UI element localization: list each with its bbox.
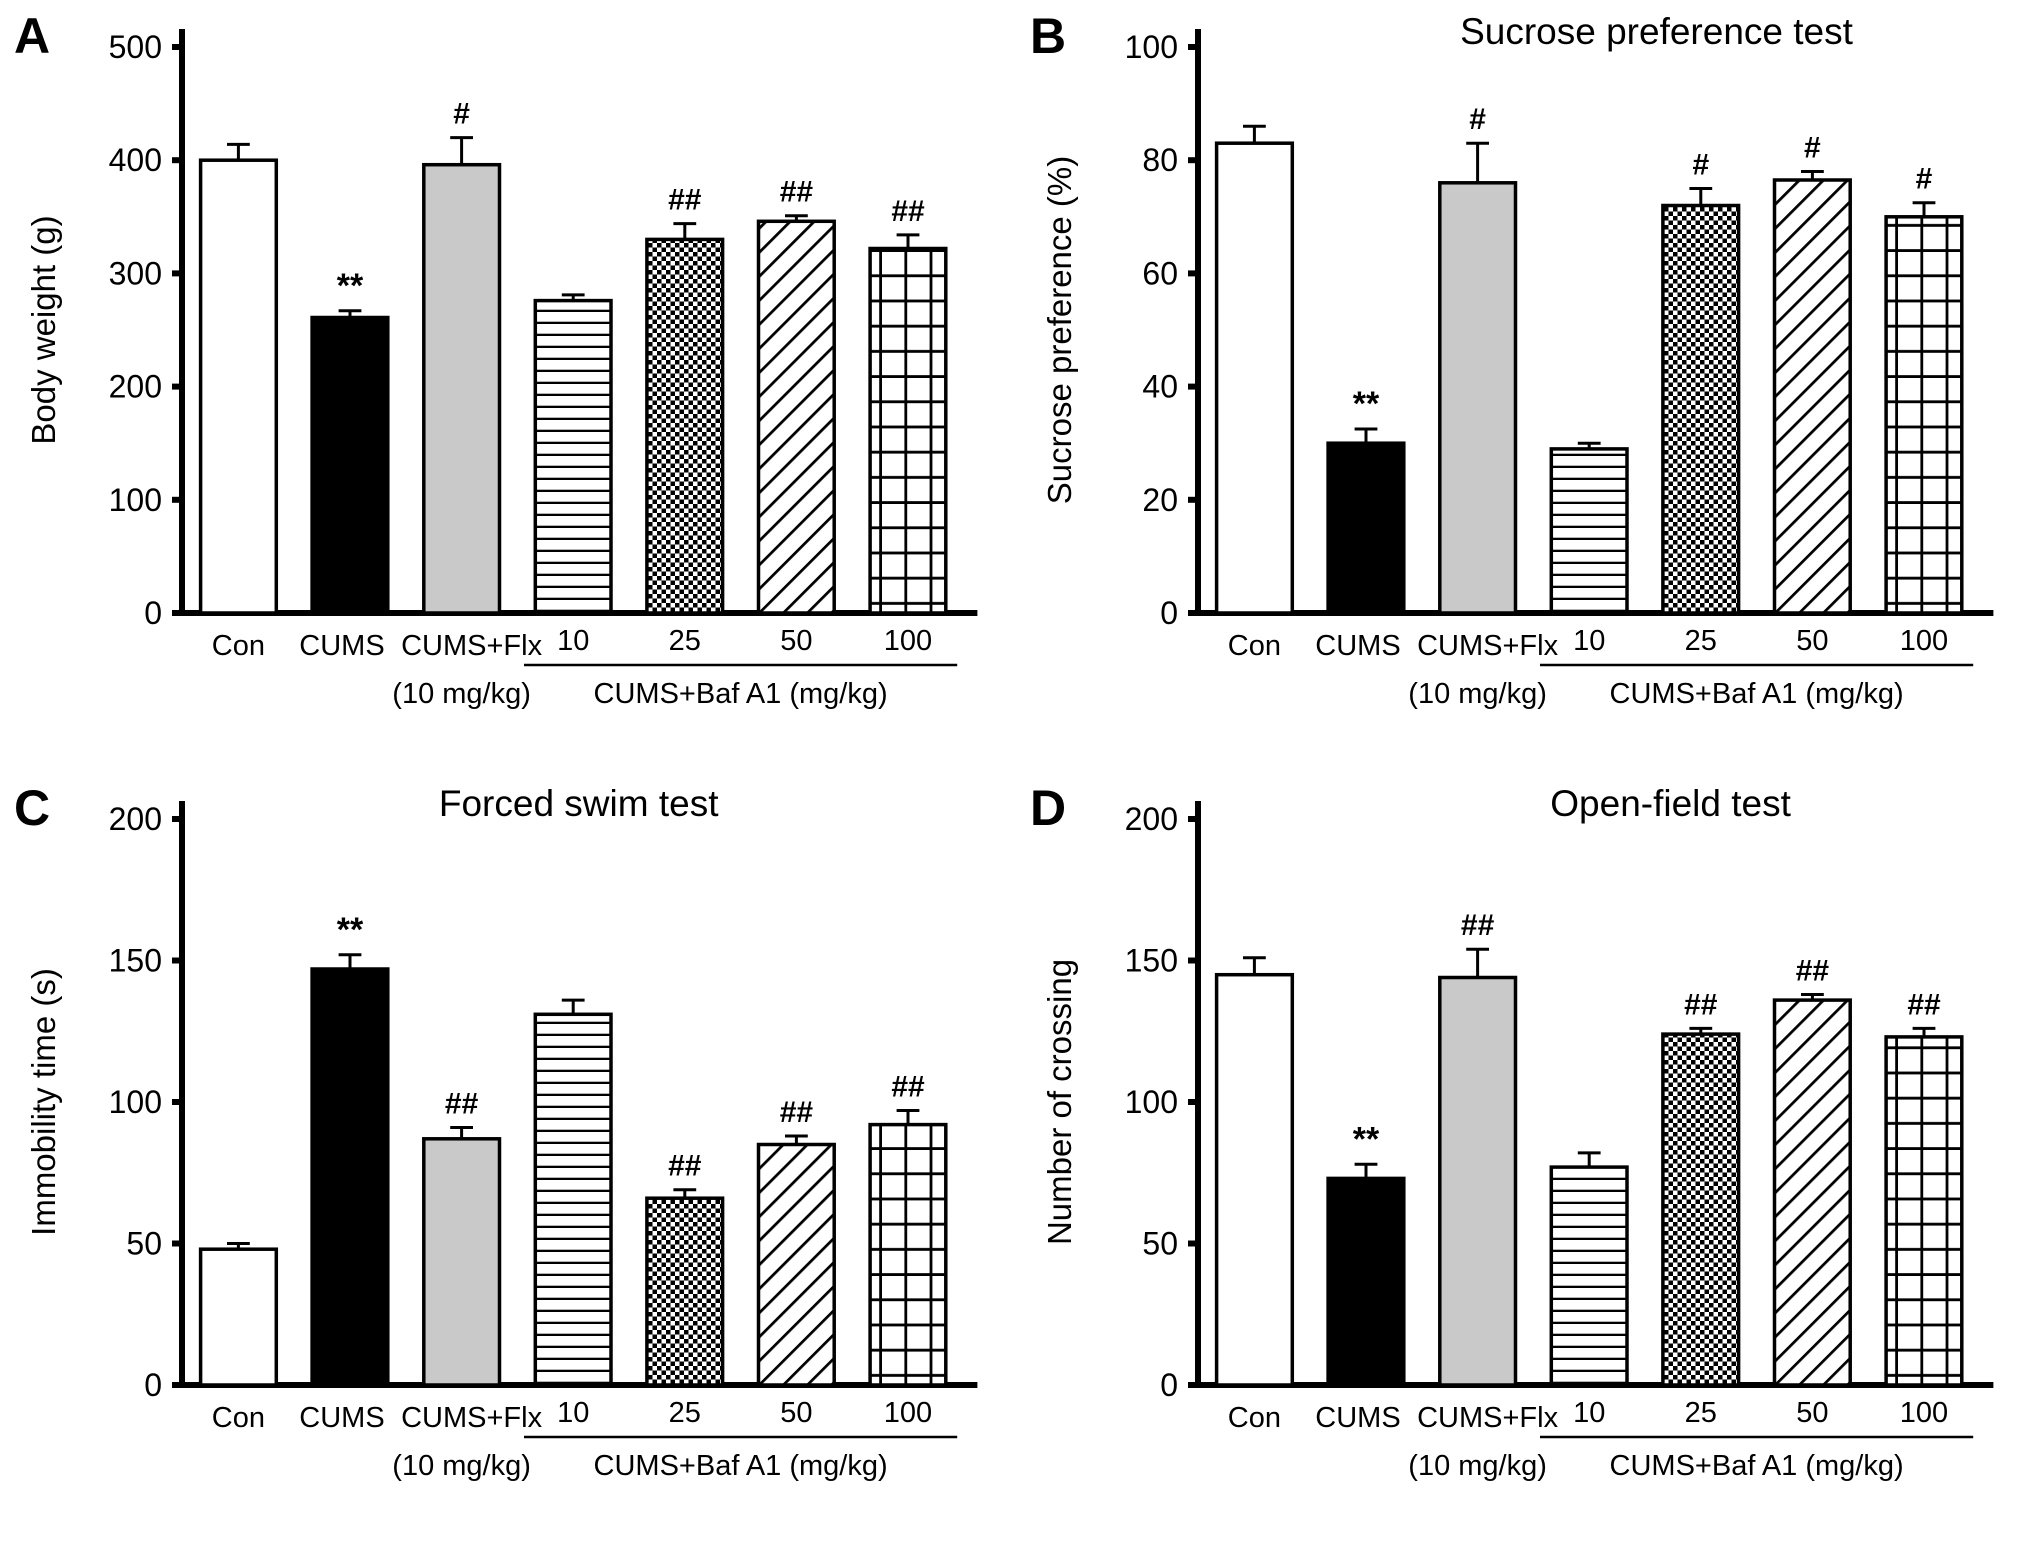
svg-text:Open-field test: Open-field test — [1550, 783, 1791, 824]
svg-text:150: 150 — [109, 943, 162, 979]
svg-text:Con: Con — [1228, 1402, 1281, 1434]
svg-text:(10 mg/kg): (10 mg/kg) — [1408, 678, 1547, 710]
svg-text:0: 0 — [144, 595, 162, 631]
svg-text:500: 500 — [109, 29, 162, 65]
svg-text:(10 mg/kg): (10 mg/kg) — [392, 1450, 531, 1482]
svg-text:50: 50 — [780, 1397, 812, 1429]
svg-text:Con: Con — [1228, 630, 1281, 662]
svg-text:##: ## — [668, 1150, 702, 1183]
svg-text:CUMS+Flx: CUMS+Flx — [401, 630, 542, 662]
svg-text:Body weight (g): Body weight (g) — [25, 215, 62, 444]
svg-text:Sucrose preference test: Sucrose preference test — [1460, 11, 1854, 52]
svg-text:##: ## — [780, 1096, 814, 1129]
svg-text:200: 200 — [109, 369, 162, 405]
svg-text:300: 300 — [109, 255, 162, 291]
svg-text:CUMS+Baf A1 (mg/kg): CUMS+Baf A1 (mg/kg) — [594, 678, 888, 710]
svg-text:200: 200 — [109, 801, 162, 837]
svg-text:#: # — [453, 98, 470, 131]
svg-text:150: 150 — [1125, 943, 1178, 979]
svg-text:25: 25 — [669, 625, 701, 657]
svg-text:10: 10 — [557, 625, 589, 657]
svg-text:25: 25 — [1685, 625, 1717, 657]
svg-text:CUMS: CUMS — [299, 630, 384, 662]
svg-text:0: 0 — [1160, 595, 1178, 631]
svg-text:CUMS+Flx: CUMS+Flx — [401, 1402, 542, 1434]
svg-text:CUMS: CUMS — [299, 1402, 384, 1434]
svg-text:25: 25 — [1685, 1397, 1717, 1429]
svg-text:**: ** — [1353, 1120, 1380, 1158]
svg-text:##: ## — [891, 1071, 925, 1104]
svg-text:#: # — [1804, 132, 1821, 165]
svg-text:10: 10 — [1573, 1397, 1605, 1429]
svg-text:C: C — [14, 780, 50, 836]
svg-text:Forced swim test: Forced swim test — [439, 783, 719, 824]
svg-text:100: 100 — [1900, 625, 1948, 657]
svg-text:80: 80 — [1142, 142, 1178, 178]
svg-text:CUMS+Flx: CUMS+Flx — [1417, 630, 1558, 662]
svg-text:CUMS+Baf A1 (mg/kg): CUMS+Baf A1 (mg/kg) — [1610, 678, 1904, 710]
svg-text:50: 50 — [780, 625, 812, 657]
svg-text:Con: Con — [212, 630, 265, 662]
svg-text:##: ## — [445, 1088, 479, 1121]
svg-text:##: ## — [1796, 955, 1830, 988]
svg-text:25: 25 — [669, 1397, 701, 1429]
svg-text:**: ** — [337, 267, 364, 305]
svg-text:Immobility time (s): Immobility time (s) — [25, 968, 62, 1236]
svg-text:Number of crossing: Number of crossing — [1041, 959, 1078, 1245]
svg-text:100: 100 — [884, 625, 932, 657]
svg-text:50: 50 — [1142, 1226, 1178, 1262]
svg-text:100: 100 — [884, 1397, 932, 1429]
svg-text:CUMS+Baf A1 (mg/kg): CUMS+Baf A1 (mg/kg) — [1610, 1450, 1904, 1482]
svg-text:50: 50 — [1796, 1397, 1828, 1429]
svg-text:10: 10 — [557, 1397, 589, 1429]
svg-text:40: 40 — [1142, 369, 1178, 405]
svg-text:D: D — [1030, 780, 1066, 836]
svg-text:##: ## — [1907, 988, 1941, 1021]
svg-text:#: # — [1469, 103, 1486, 136]
svg-text:CUMS: CUMS — [1315, 1402, 1400, 1434]
svg-text:(10 mg/kg): (10 mg/kg) — [1408, 1450, 1547, 1482]
svg-text:50: 50 — [1796, 625, 1828, 657]
svg-text:CUMS: CUMS — [1315, 630, 1400, 662]
svg-text:**: ** — [337, 911, 364, 949]
svg-text:CUMS+Baf A1 (mg/kg): CUMS+Baf A1 (mg/kg) — [594, 1450, 888, 1482]
svg-text:CUMS+Flx: CUMS+Flx — [1417, 1402, 1558, 1434]
svg-text:100: 100 — [1125, 29, 1178, 65]
svg-text:100: 100 — [109, 1084, 162, 1120]
svg-text:200: 200 — [1125, 801, 1178, 837]
svg-text:100: 100 — [109, 482, 162, 518]
svg-text:60: 60 — [1142, 255, 1178, 291]
svg-text:Sucrose preference (%): Sucrose preference (%) — [1041, 156, 1078, 504]
svg-text:A: A — [14, 8, 50, 64]
svg-text:(10 mg/kg): (10 mg/kg) — [392, 678, 531, 710]
svg-text:0: 0 — [144, 1367, 162, 1403]
svg-text:#: # — [1916, 163, 1933, 196]
svg-text:10: 10 — [1573, 625, 1605, 657]
svg-text:**: ** — [1353, 385, 1380, 423]
svg-text:0: 0 — [1160, 1367, 1178, 1403]
svg-text:##: ## — [891, 195, 925, 228]
svg-text:20: 20 — [1142, 482, 1178, 518]
svg-text:##: ## — [668, 184, 702, 217]
svg-text:50: 50 — [126, 1226, 162, 1262]
svg-text:##: ## — [1684, 988, 1718, 1021]
svg-text:##: ## — [780, 176, 814, 209]
svg-text:##: ## — [1461, 909, 1495, 942]
svg-text:100: 100 — [1900, 1397, 1948, 1429]
svg-text:100: 100 — [1125, 1084, 1178, 1120]
svg-text:B: B — [1030, 8, 1066, 64]
svg-text:400: 400 — [109, 142, 162, 178]
svg-text:Con: Con — [212, 1402, 265, 1434]
svg-text:#: # — [1692, 149, 1709, 182]
